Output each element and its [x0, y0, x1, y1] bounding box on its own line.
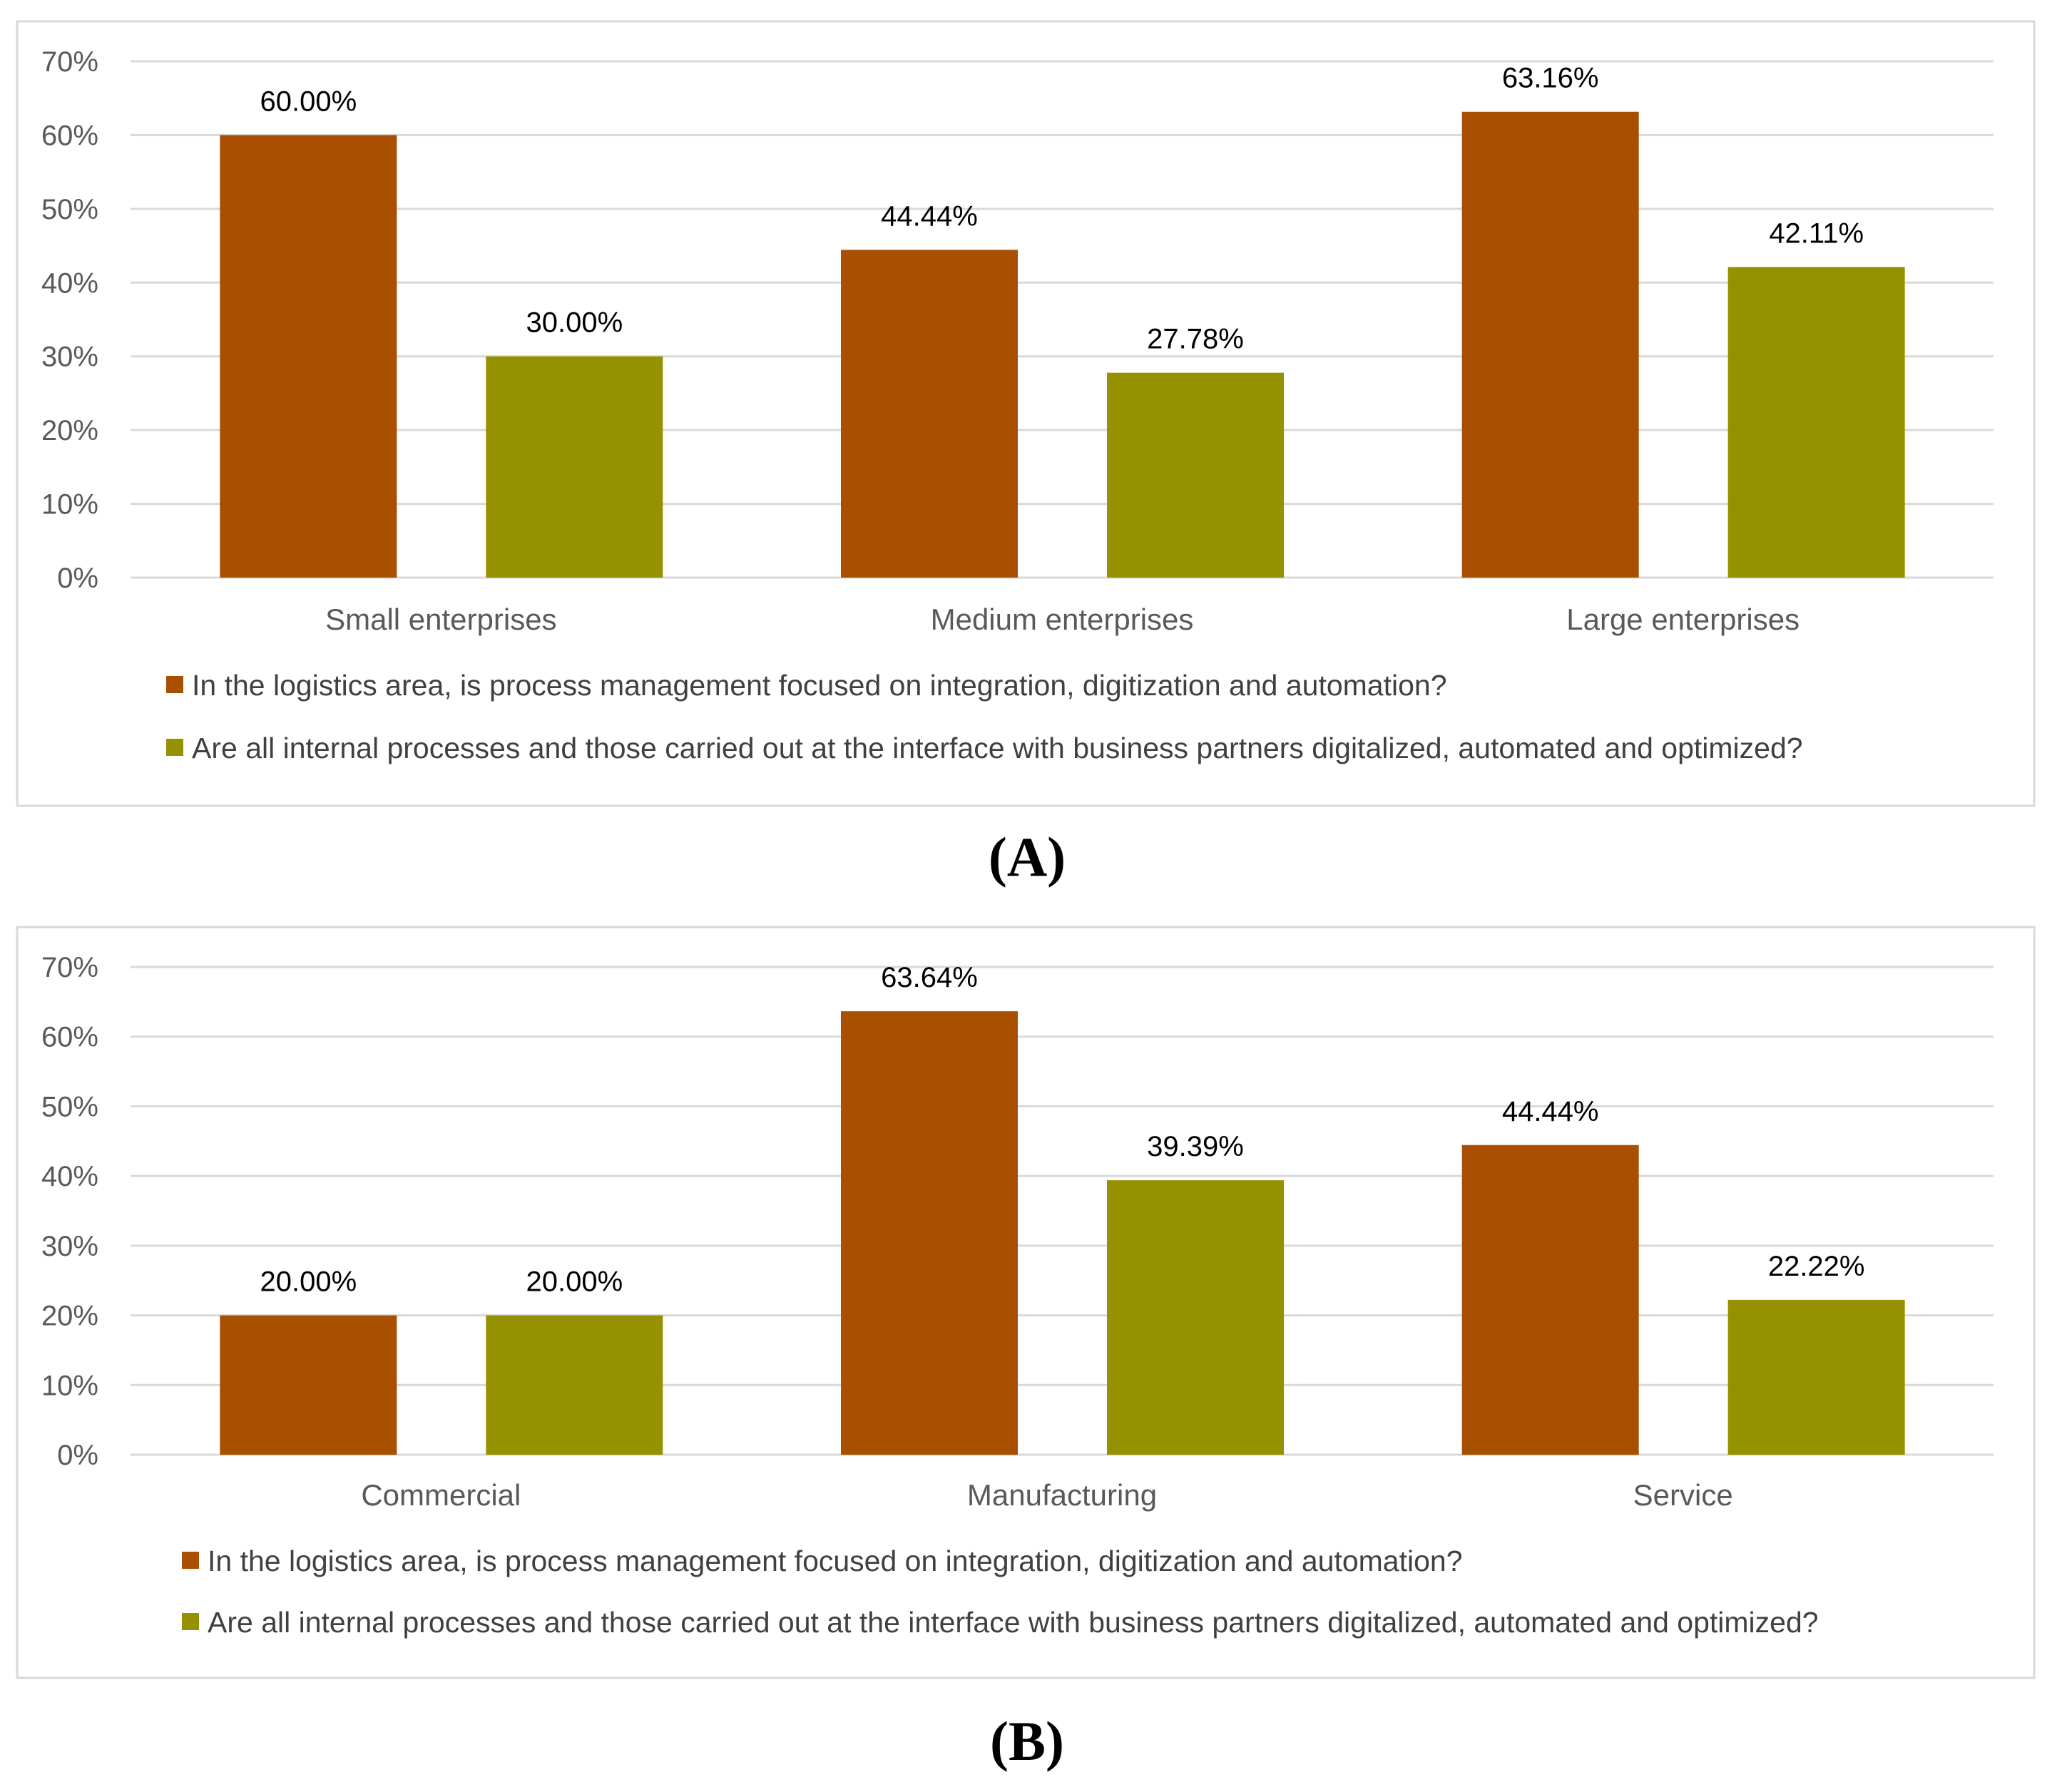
x-category-label: Service — [1633, 1478, 1733, 1512]
x-category-label: Small enterprises — [325, 603, 556, 636]
y-tick-label: 50% — [41, 1091, 98, 1122]
bar-series-1 — [1461, 1145, 1639, 1455]
data-label: 63.16% — [1502, 63, 1599, 94]
bar-series-2 — [486, 356, 663, 578]
y-tick-label: 10% — [41, 1370, 98, 1401]
data-label: 44.44% — [881, 200, 978, 232]
legend-swatch — [166, 739, 183, 756]
x-category-label: Commercial — [361, 1478, 521, 1512]
data-label: 42.11% — [1769, 217, 1864, 249]
legend-label: In the logistics area, is process manage… — [192, 669, 1447, 702]
bar-series-1 — [841, 250, 1018, 578]
x-category-label: Manufacturing — [967, 1478, 1157, 1512]
legend-label: Are all internal processes and those car… — [208, 1606, 1819, 1639]
legend-label: Are all internal processes and those car… — [192, 732, 1803, 764]
legend-label: In the logistics area, is process manage… — [208, 1545, 1463, 1577]
y-tick-label: 70% — [41, 952, 98, 983]
data-label: 30.00% — [526, 307, 623, 339]
y-tick-label: 0% — [57, 563, 98, 594]
x-category-label: Medium enterprises — [931, 603, 1194, 636]
data-label: 27.78% — [1147, 324, 1244, 355]
chart-frame — [16, 926, 2036, 1679]
data-label: 20.00% — [526, 1266, 623, 1298]
chart-panel-b: 0% 10% 20% 30% 40% 50% 60% 70% 20.00% 20.00% Comme… — [16, 926, 2036, 1772]
bar-series-1 — [841, 1011, 1018, 1455]
bar-series-2 — [1107, 1180, 1284, 1455]
data-label: 60.00% — [260, 86, 357, 117]
bar-series-1 — [220, 135, 397, 578]
legend-swatch — [166, 676, 183, 693]
bar-series-1 — [220, 1315, 397, 1455]
chart-panel-a: 0% 10% 20% 30% 40% 50% 60% 70% 60.00% 30.00% Small… — [16, 20, 2036, 888]
y-tick-label: 20% — [41, 1301, 98, 1332]
data-label: 22.22% — [1768, 1251, 1865, 1282]
legend-swatch — [182, 1552, 199, 1569]
bar-series-2 — [486, 1315, 663, 1455]
x-category-label: Large enterprises — [1566, 603, 1800, 636]
y-tick-label: 30% — [41, 342, 98, 373]
data-label: 39.39% — [1147, 1131, 1244, 1162]
y-tick-label: 40% — [41, 1161, 98, 1192]
panel-label: (A) — [989, 826, 1066, 888]
bar-series-2 — [1727, 267, 1905, 578]
y-tick-label: 70% — [41, 46, 98, 78]
panel-label: (B) — [990, 1710, 1064, 1772]
y-tick-label: 50% — [41, 194, 98, 225]
y-tick-label: 0% — [57, 1440, 98, 1471]
y-tick-label: 10% — [41, 489, 98, 521]
y-tick-label: 60% — [41, 1022, 98, 1053]
y-tick-label: 20% — [41, 415, 98, 446]
y-tick-label: 40% — [41, 267, 98, 299]
data-label: 20.00% — [260, 1266, 357, 1298]
y-tick-label: 60% — [41, 120, 98, 151]
data-label: 44.44% — [1502, 1096, 1599, 1127]
y-tick-label: 30% — [41, 1231, 98, 1262]
bar-series-2 — [1727, 1299, 1905, 1455]
data-label: 63.64% — [881, 962, 978, 993]
bar-series-2 — [1107, 372, 1284, 578]
legend-swatch — [182, 1613, 199, 1630]
bar-series-1 — [1461, 111, 1639, 578]
